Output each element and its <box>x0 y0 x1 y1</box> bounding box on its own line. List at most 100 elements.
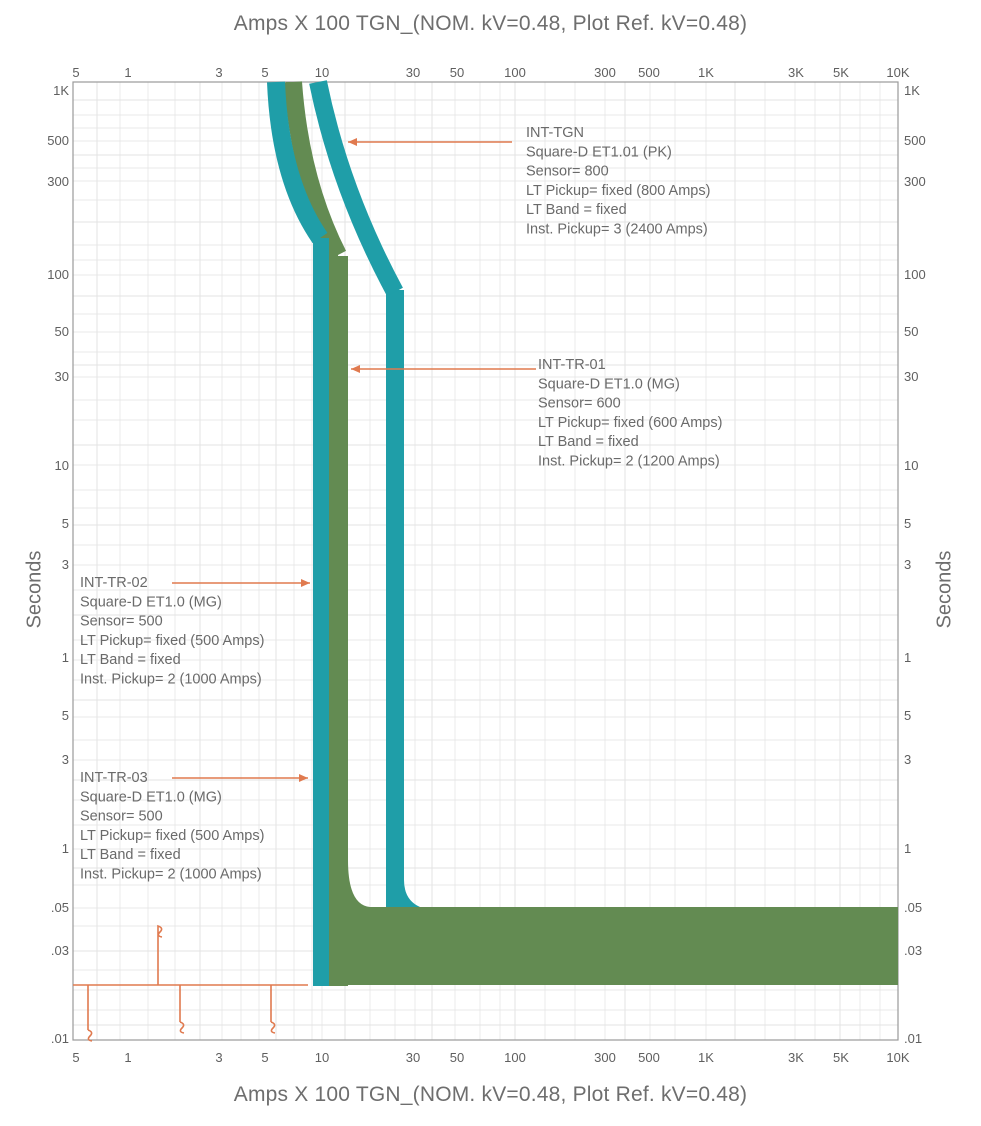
x-tick-label-bottom: 1K <box>698 1050 714 1065</box>
annotation-int-tr-03-line: Sensor= 500 <box>80 809 163 825</box>
x-tick-label-bottom: 5 <box>72 1050 79 1065</box>
x-tick-label-bottom: 10K <box>886 1050 909 1065</box>
y-tick-label-left: 3 <box>62 557 69 572</box>
breaker-branch-icon <box>270 1021 276 1034</box>
y-tick-label-left: 500 <box>47 133 69 148</box>
y-tick-label-right: 50 <box>904 324 918 339</box>
y-tick-label-left: 1 <box>62 650 69 665</box>
x-tick-label-bottom: 5 <box>261 1050 268 1065</box>
y-tick-label-right: 1 <box>904 841 911 856</box>
series-int-tgn-curve <box>309 80 403 297</box>
x-tick-label-top: 500 <box>638 65 660 80</box>
annotation-int-tgn-line: Inst. Pickup= 3 (2400 Amps) <box>526 222 708 238</box>
y-tick-label-right: .05 <box>904 900 922 915</box>
x-tick-label-top: 5K <box>833 65 849 80</box>
y-tick-label-left: 50 <box>55 324 69 339</box>
x-tick-label-top: 1K <box>698 65 714 80</box>
breaker-main-icon <box>157 924 163 938</box>
y-tick-label-left: 1 <box>62 841 69 856</box>
x-tick-label-bottom: 10 <box>315 1050 329 1065</box>
x-tick-label-top: 5 <box>72 65 79 80</box>
x-axis-title-bottom: Amps X 100 TGN_(NOM. kV=0.48, Plot Ref. … <box>233 1083 748 1106</box>
y-tick-label-right: 100 <box>904 267 926 282</box>
annotation-int-tr-03-line: Inst. Pickup= 2 (1000 Amps) <box>80 867 262 883</box>
plot-frame <box>72 81 899 1041</box>
y-tick-label-right: 5 <box>904 516 911 531</box>
x-tick-label-bottom: 100 <box>504 1050 526 1065</box>
x-tick-label-bottom: 50 <box>450 1050 464 1065</box>
x-tick-label-bottom: 5K <box>833 1050 849 1065</box>
y-tick-label-right: 3 <box>904 752 911 767</box>
x-tick-label-top: 30 <box>406 65 420 80</box>
y-tick-label-right: 5 <box>904 708 911 723</box>
y-tick-label-left: 1K <box>53 83 69 98</box>
annotation-int-tr-03-line: INT-TR-03 <box>80 770 148 786</box>
annotation-int-tgn-line: Square-D ET1.01 (PK) <box>526 144 672 160</box>
x-tick-label-top: 10K <box>886 65 909 80</box>
x-tick-label-bottom: 1 <box>124 1050 131 1065</box>
series-int-tr-01-curve <box>284 81 347 260</box>
y-tick-label-right: 30 <box>904 369 918 384</box>
annotation-int-tgn-line: Sensor= 800 <box>526 164 609 180</box>
arrow-int-tgn-head <box>348 138 357 146</box>
annotation-int-tr-01-line: INT-TR-01 <box>538 357 606 373</box>
annotation-int-tr-02-line: LT Band = fixed <box>80 652 181 668</box>
annotation-int-tgn-line: INT-TGN <box>526 125 584 141</box>
annotation-int-tr-01: INT-TR-01 Square-D ET1.0 (MG) Sensor= 600 L… <box>538 357 722 470</box>
y-tick-label-left: 5 <box>62 708 69 723</box>
x-tick-label-top: 3K <box>788 65 804 80</box>
y-tick-label-left: 10 <box>55 458 69 473</box>
annotation-int-tr-03-line: LT Band = fixed <box>80 847 181 863</box>
annotation-int-tr-02-line: LT Pickup= fixed (500 Amps) <box>80 633 264 649</box>
y-tick-label-left: 3 <box>62 752 69 767</box>
annotation-int-tr-02: INT-TR-02 Square-D ET1.0 (MG) Sensor= 500 L… <box>80 575 264 688</box>
y-tick-label-left: 30 <box>55 369 69 384</box>
x-axis-title-top: Amps X 100 TGN_(NOM. kV=0.48, Plot Ref. … <box>233 12 748 35</box>
curves <box>267 80 898 986</box>
annotations: INT-TGN Square-D ET1.01 (PK) Sensor= 800 LT… <box>80 125 722 883</box>
annotation-int-tr-02-line: Inst. Pickup= 2 (1000 Amps) <box>80 672 262 688</box>
x-tick-label-bottom: 300 <box>594 1050 616 1065</box>
x-tick-label-top: 5 <box>261 65 268 80</box>
one-line-diagram <box>73 924 308 1042</box>
annotation-int-tr-03-line: LT Pickup= fixed (500 Amps) <box>80 828 264 844</box>
y-tick-label-left: .03 <box>51 943 69 958</box>
annotation-int-tr-01-line: Square-D ET1.0 (MG) <box>538 376 680 392</box>
y-tick-label-right: 1K <box>904 83 920 98</box>
x-tick-label-bottom: 500 <box>638 1050 660 1065</box>
annotation-int-tgn-line: LT Pickup= fixed (800 Amps) <box>526 183 710 199</box>
y-tick-label-right: 3 <box>904 557 911 572</box>
y-tick-label-left: 100 <box>47 267 69 282</box>
series-int-tgn-vertical <box>386 290 420 907</box>
x-tick-label-top: 50 <box>450 65 464 80</box>
x-tick-label-top: 300 <box>594 65 616 80</box>
y-tick-label-right: .01 <box>904 1031 922 1046</box>
x-tick-label-bottom: 30 <box>406 1050 420 1065</box>
arrow-int-tr-03-head <box>299 774 308 782</box>
breaker-branch-icon <box>87 1029 93 1042</box>
annotation-int-tr-03-line: Square-D ET1.0 (MG) <box>80 789 222 805</box>
x-tick-label-top: 3 <box>215 65 222 80</box>
annotation-int-tr-03: INT-TR-03 Square-D ET1.0 (MG) Sensor= 500 L… <box>80 770 264 883</box>
annotation-int-tgn-line: LT Band = fixed <box>526 202 627 218</box>
annotation-int-tr-01-line: Inst. Pickup= 2 (1200 Amps) <box>538 454 720 470</box>
series-int-tr-02-curve <box>267 81 328 244</box>
annotation-int-tr-01-line: Sensor= 600 <box>538 396 621 412</box>
annotation-int-tr-01-line: LT Pickup= fixed (600 Amps) <box>538 415 722 431</box>
x-tick-label-bottom: 3 <box>215 1050 222 1065</box>
annotation-int-tr-01-line: LT Band = fixed <box>538 434 639 450</box>
series-int-tr-01-knee <box>348 860 370 907</box>
series-int-tr-01-vertical <box>329 256 348 986</box>
series-int-tr-01-inst-band <box>330 907 898 985</box>
y-tick-label-right: .03 <box>904 943 922 958</box>
arrow-int-tr-02-head <box>301 579 310 587</box>
x-tick-label-top: 100 <box>504 65 526 80</box>
tick-labels: 5 5 1 1 3 3 5 5 10 10 30 30 50 50 100 100 300 300 500 500 1K… <box>47 65 925 1065</box>
y-tick-label-left: 5 <box>62 516 69 531</box>
y-tick-label-left: .05 <box>51 900 69 915</box>
series-int-tr-02-vertical <box>313 238 329 986</box>
annotation-int-tr-02-line: INT-TR-02 <box>80 575 148 591</box>
y-tick-label-right: 500 <box>904 133 926 148</box>
y-tick-label-right: 1 <box>904 650 911 665</box>
